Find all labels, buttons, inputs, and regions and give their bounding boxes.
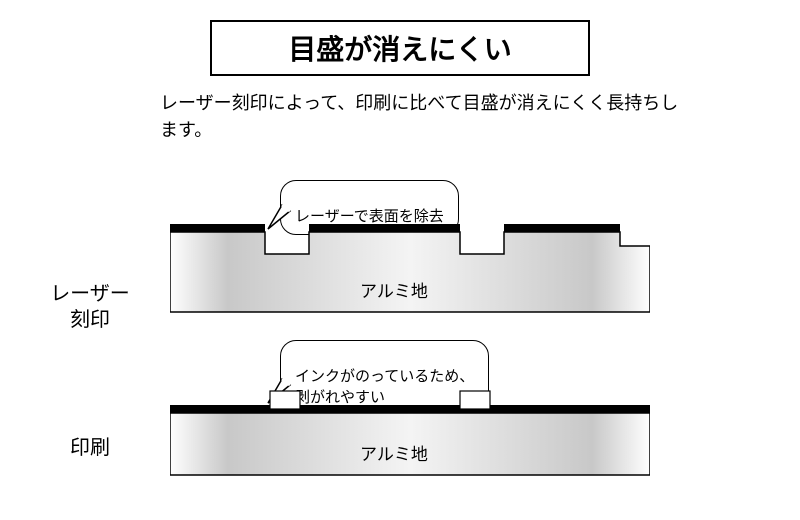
title-box: 目盛が消えにくい	[210, 20, 590, 76]
subtitle: レーザー刻印によって、印刷に比べて目盛が消えにくく長持ちします。	[160, 90, 680, 144]
row-label-print: 印刷	[20, 435, 160, 461]
print-ink-block-1	[270, 391, 300, 409]
laser-ink-seg-3	[504, 224, 620, 232]
title-text: 目盛が消えにくい	[288, 34, 511, 65]
laser-material-label: アルミ地	[360, 277, 428, 302]
laser-ink-seg-2	[309, 224, 460, 232]
laser-cross-section	[170, 220, 650, 320]
print-cross-section	[170, 383, 650, 483]
print-ink-layer	[170, 405, 650, 413]
print-material-label: アルミ地	[360, 440, 428, 465]
diagram-area: レーザー 刻印 レーザーで表面を除去 アルミ地 印刷 インクがのっているため、	[0, 185, 800, 520]
print-ink-block-2	[460, 391, 490, 409]
laser-ink-seg-1	[170, 224, 265, 232]
row-label-laser: レーザー 刻印	[20, 255, 160, 333]
